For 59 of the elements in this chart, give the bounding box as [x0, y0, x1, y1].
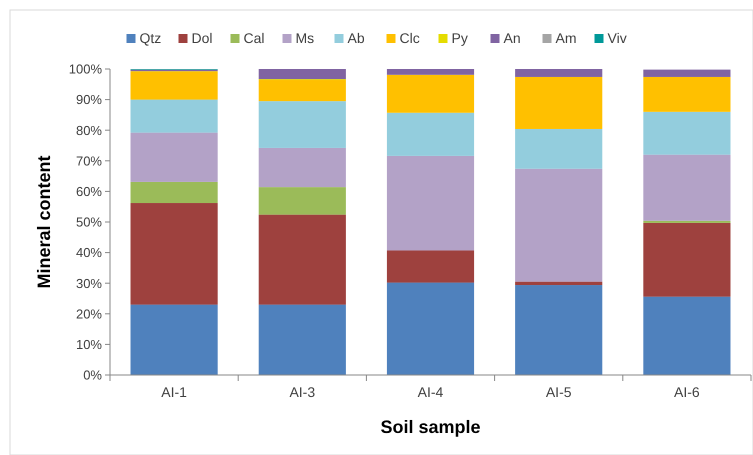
- bar: [258, 80, 346, 102]
- x-tick-label: AI-5: [546, 384, 572, 400]
- bar: [130, 304, 218, 375]
- bar: [386, 112, 474, 156]
- bar: [258, 101, 346, 148]
- bar: [130, 203, 218, 305]
- x-tick-label: AI-3: [289, 384, 316, 400]
- legend-label: Viv: [608, 30, 627, 46]
- legend-label: Ms: [296, 30, 314, 46]
- y-tick-label: 70%: [76, 153, 102, 168]
- y-tick-label: 30%: [76, 276, 102, 291]
- bar: [130, 132, 218, 182]
- y-tick-label: 60%: [76, 184, 102, 199]
- bar: [643, 154, 730, 221]
- legend-label: Cal: [244, 30, 265, 46]
- bar: [515, 168, 602, 282]
- bar: [386, 250, 474, 283]
- y-tick-label: 80%: [76, 122, 102, 138]
- y-tick-label: 40%: [76, 245, 102, 260]
- legend-label: An: [504, 30, 521, 46]
- x-tick-label: AI-4: [418, 384, 444, 400]
- bar: [515, 282, 602, 286]
- bar: [643, 70, 730, 77]
- y-tick-label: 20%: [76, 306, 102, 322]
- y-tick-label: 0%: [83, 368, 102, 383]
- legend-label: Am: [556, 30, 576, 46]
- bar: [130, 182, 218, 204]
- bar: [130, 100, 218, 133]
- bar: [258, 304, 346, 375]
- bar: [386, 156, 474, 250]
- y-axis-title: Mineral content: [34, 155, 54, 289]
- bar: [130, 71, 218, 100]
- bar: [515, 128, 602, 169]
- legend-label: Ab: [348, 30, 365, 46]
- y-tick-label: 10%: [76, 336, 102, 352]
- y-tick-label: 100%: [68, 62, 102, 77]
- legend-label: Qtz: [140, 30, 162, 46]
- x-tick-label: AI-6: [674, 384, 700, 400]
- bar: [643, 76, 730, 112]
- bar: [515, 76, 602, 129]
- bar: [258, 187, 346, 215]
- y-tick-label: 90%: [76, 92, 102, 108]
- x-tick-label: AI-1: [161, 384, 188, 400]
- bar: [258, 148, 346, 188]
- bar: [258, 69, 346, 80]
- bar: [386, 69, 474, 75]
- legend-label: Dol: [192, 30, 213, 46]
- bar: [643, 296, 730, 375]
- x-axis-title: Soil sample: [380, 417, 481, 437]
- bar: [643, 222, 730, 297]
- legend-label: Clc: [400, 30, 420, 46]
- bar: [258, 214, 346, 305]
- y-tick-label: 50%: [76, 214, 102, 230]
- bar: [515, 285, 602, 375]
- bar: [515, 69, 602, 77]
- bar: [386, 282, 474, 375]
- legend-label: Py: [452, 30, 468, 46]
- bar: [386, 74, 474, 113]
- bar: [643, 112, 730, 155]
